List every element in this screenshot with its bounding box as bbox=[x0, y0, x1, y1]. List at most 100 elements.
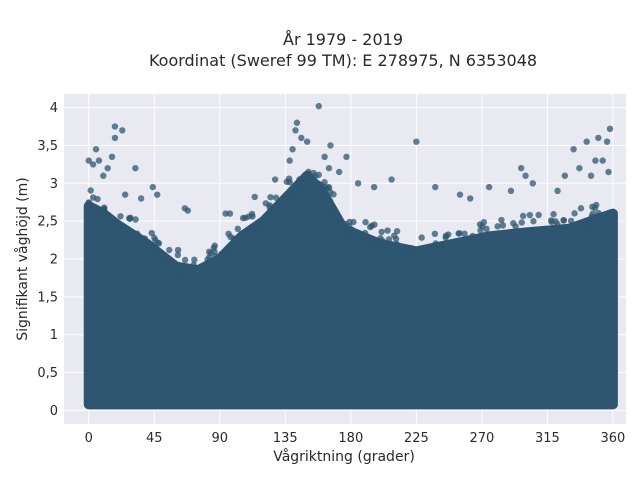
data-point-outlier bbox=[576, 164, 583, 172]
data-point-outlier bbox=[595, 134, 602, 142]
data-point-outlier bbox=[271, 176, 279, 183]
data-point bbox=[454, 248, 462, 255]
data-point-outlier bbox=[95, 157, 103, 164]
data-point bbox=[503, 231, 510, 238]
x-tick-label: 225 bbox=[404, 431, 429, 446]
data-point bbox=[498, 216, 505, 224]
data-point-outlier bbox=[413, 138, 420, 145]
data-point bbox=[368, 245, 376, 252]
data-point bbox=[583, 220, 590, 228]
data-point-outlier bbox=[315, 102, 322, 110]
data-point bbox=[377, 235, 384, 242]
data-point-outlier bbox=[605, 168, 612, 176]
data-point bbox=[408, 245, 415, 252]
data-point-outlier bbox=[251, 193, 258, 201]
data-point bbox=[393, 227, 401, 235]
data-point bbox=[128, 236, 135, 243]
data-point bbox=[115, 224, 122, 232]
data-point bbox=[428, 254, 435, 261]
data-point-outlier bbox=[599, 157, 606, 164]
data-point bbox=[510, 219, 517, 227]
data-point-outlier bbox=[85, 157, 92, 164]
data-point-outlier bbox=[119, 127, 126, 134]
data-point bbox=[305, 168, 312, 176]
y-tick-label: 4 bbox=[50, 101, 58, 116]
data-point-outlier bbox=[561, 172, 569, 179]
data-point bbox=[417, 246, 425, 253]
data-point bbox=[438, 244, 446, 251]
data-point bbox=[272, 194, 280, 201]
data-point-outlier bbox=[149, 183, 157, 191]
x-tick-label: 90 bbox=[212, 431, 229, 446]
data-point bbox=[329, 208, 336, 216]
data-point bbox=[476, 221, 484, 228]
data-point bbox=[250, 233, 258, 240]
data-point bbox=[305, 177, 312, 184]
data-point bbox=[595, 209, 602, 217]
data-point bbox=[350, 218, 357, 226]
data-point-outlier bbox=[292, 127, 299, 134]
data-point bbox=[134, 230, 141, 237]
data-point bbox=[573, 226, 580, 233]
data-point bbox=[583, 228, 590, 236]
data-point bbox=[260, 218, 267, 225]
data-point-outlier bbox=[343, 153, 350, 161]
data-point bbox=[162, 255, 170, 263]
data-point bbox=[266, 202, 273, 209]
data-point-outlier bbox=[298, 134, 305, 142]
data-point bbox=[371, 221, 378, 228]
data-point bbox=[376, 249, 383, 256]
data-point bbox=[465, 238, 472, 245]
x-tick-label: 315 bbox=[535, 431, 560, 446]
data-point bbox=[326, 188, 334, 195]
data-point bbox=[239, 214, 247, 222]
data-point bbox=[112, 219, 119, 227]
data-point bbox=[286, 178, 293, 186]
data-points bbox=[83, 102, 618, 410]
data-point bbox=[560, 216, 567, 224]
data-point bbox=[317, 181, 325, 189]
data-point bbox=[230, 241, 237, 248]
data-point bbox=[251, 225, 258, 232]
data-point bbox=[567, 217, 575, 225]
data-point-outlier bbox=[354, 180, 362, 187]
data-point bbox=[225, 230, 232, 238]
data-point bbox=[326, 197, 334, 204]
data-point-outlier bbox=[111, 123, 119, 130]
data-point bbox=[499, 222, 507, 229]
data-point bbox=[495, 234, 502, 242]
data-point-outlier bbox=[570, 146, 577, 153]
data-point bbox=[397, 250, 405, 257]
data-point-outlier bbox=[132, 164, 139, 172]
y-tick-label: 2,5 bbox=[37, 215, 58, 230]
data-point bbox=[345, 222, 353, 230]
data-point-outlier bbox=[603, 138, 611, 145]
data-point-outlier bbox=[100, 172, 107, 179]
data-point bbox=[405, 252, 413, 260]
data-point bbox=[535, 211, 542, 219]
x-axis-title: Vågriktning (grader) bbox=[273, 448, 415, 465]
data-point-outlier bbox=[456, 191, 464, 198]
data-point bbox=[94, 195, 101, 203]
y-tick-label: 1,5 bbox=[37, 290, 58, 305]
y-axis-title: Signifikant våghöjd (m) bbox=[14, 177, 31, 340]
data-point bbox=[442, 232, 450, 240]
data-point bbox=[211, 242, 218, 249]
data-point-outlier bbox=[592, 157, 599, 164]
data-point bbox=[362, 218, 369, 226]
data-point bbox=[198, 264, 205, 271]
data-point bbox=[288, 190, 296, 198]
data-point bbox=[89, 204, 96, 211]
data-point bbox=[258, 227, 266, 234]
data-point bbox=[499, 237, 507, 244]
y-tick-label: 0 bbox=[50, 404, 58, 419]
data-point bbox=[155, 258, 163, 266]
data-point bbox=[519, 212, 527, 220]
data-point bbox=[211, 248, 218, 256]
data-point-outlier bbox=[522, 172, 529, 179]
data-point bbox=[204, 256, 211, 263]
data-point bbox=[293, 184, 301, 192]
data-point bbox=[125, 215, 133, 222]
data-point-outlier bbox=[286, 157, 293, 164]
